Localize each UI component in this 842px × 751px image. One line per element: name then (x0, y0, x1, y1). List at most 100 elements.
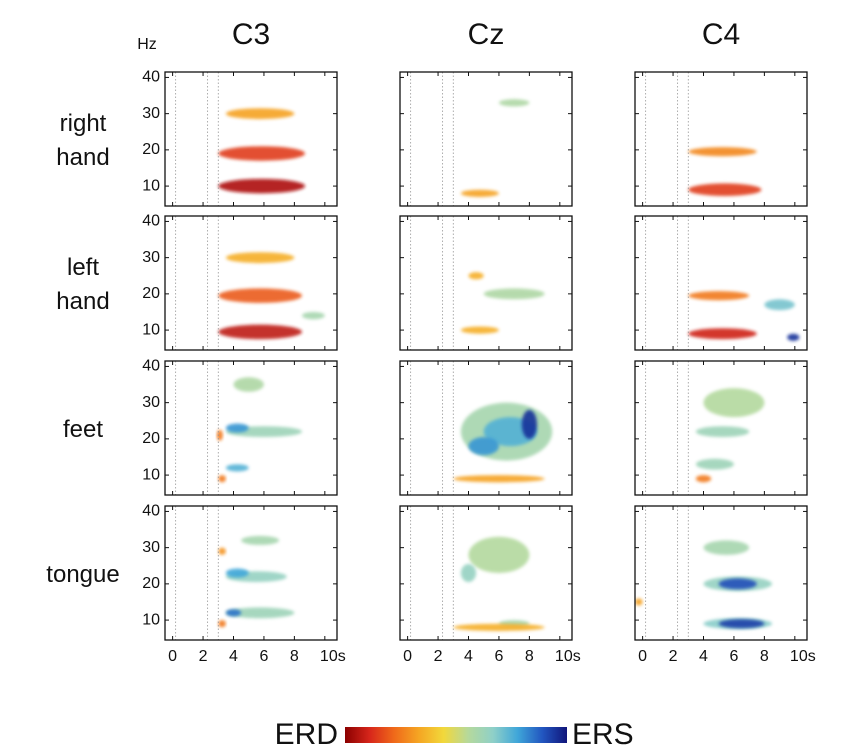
blob (764, 299, 795, 311)
panel (634, 71, 808, 207)
blob (703, 540, 750, 555)
panel: 10 20 30 40 (142, 358, 338, 496)
heatmap (460, 272, 545, 334)
blob (225, 423, 249, 433)
y-tick-label: 20 (142, 141, 160, 158)
x-tick-label: 8 (760, 648, 769, 665)
row-label: right hand (56, 110, 110, 171)
blob (695, 475, 712, 483)
blob (460, 189, 499, 197)
x-tick-label: 6 (494, 648, 503, 665)
blob (218, 288, 302, 303)
blob (468, 272, 484, 280)
y-tick-label: 10 (142, 177, 160, 194)
panel-frame (164, 71, 338, 207)
panel (399, 71, 573, 207)
blob (225, 108, 295, 120)
y-tick-label: 30 (142, 105, 160, 122)
y-tick-label: 10 (142, 466, 160, 483)
colorbar-label: ERS (572, 718, 634, 751)
y-tick-label: 30 (142, 539, 160, 556)
panel: 10 20 30 40 (142, 69, 338, 207)
column-title: C3 (232, 18, 270, 51)
panel-frame (634, 360, 808, 496)
row-label: tongue (46, 561, 120, 588)
blob (688, 147, 757, 157)
blob (218, 475, 226, 483)
blob (703, 388, 765, 418)
x-tick-label: 10s (320, 648, 346, 665)
heatmap (453, 402, 553, 483)
blob (218, 146, 306, 161)
blob (688, 183, 762, 197)
blob (460, 326, 499, 334)
column-title: C4 (702, 18, 740, 51)
blob (483, 288, 545, 300)
y-axis-label: Hz (137, 36, 157, 53)
column-title: Cz (468, 18, 505, 51)
row-label: left hand (56, 254, 110, 315)
colorbar (345, 727, 567, 743)
heatmap (460, 99, 530, 197)
y-tick-label: 40 (142, 358, 160, 375)
colorbar-label: ERD (275, 718, 338, 751)
heatmap (688, 147, 762, 197)
x-tick-label: 0 (168, 648, 177, 665)
blob (460, 563, 477, 583)
y-tick-label: 20 (142, 285, 160, 302)
y-tick-label: 20 (142, 430, 160, 447)
blob (301, 311, 325, 320)
heatmap (453, 536, 545, 631)
blob (498, 99, 530, 107)
x-tick-label: 6 (729, 648, 738, 665)
blob (225, 609, 242, 617)
blob (233, 377, 264, 392)
blob (688, 328, 757, 340)
blob (241, 535, 280, 545)
panel-frame (164, 215, 338, 351)
heatmap (218, 108, 306, 194)
panel (634, 215, 808, 351)
row-label: feet (62, 416, 104, 443)
blob (468, 437, 499, 456)
y-tick-label: 10 (142, 611, 160, 628)
panel-frame (164, 505, 338, 641)
x-tick-label: 4 (699, 648, 708, 665)
blob (718, 619, 765, 629)
y-tick-label: 20 (142, 575, 160, 592)
x-tick-label: 2 (434, 648, 443, 665)
x-tick-label: 0 (403, 648, 412, 665)
panel-frame (164, 360, 338, 496)
heatmap (218, 535, 295, 628)
x-tick-label: 2 (669, 648, 678, 665)
x-tick-label: 2 (199, 648, 208, 665)
blob (453, 475, 545, 483)
panel: 10 20 30 40 0 2 4 6 8 10s (142, 503, 346, 666)
panel: 0 2 4 6 8 10s (634, 505, 816, 665)
panel (399, 215, 573, 351)
blob (225, 607, 295, 619)
blob (225, 464, 249, 472)
x-tick-label: 0 (638, 648, 647, 665)
blob (695, 458, 734, 470)
panel-frame (399, 71, 573, 207)
y-tick-label: 30 (142, 249, 160, 266)
blob (635, 598, 643, 606)
heatmap (216, 377, 302, 483)
blob (718, 578, 757, 590)
y-tick-label: 10 (142, 321, 160, 338)
blob (468, 536, 530, 573)
blob (521, 409, 537, 439)
blob (218, 324, 302, 340)
panel-frame (399, 505, 573, 641)
panel: 0 2 4 6 8 10s (399, 505, 581, 665)
blob (218, 620, 226, 628)
y-tick-label: 40 (142, 213, 160, 230)
panel-frame (634, 505, 808, 641)
blob (688, 291, 750, 301)
heatmap (688, 291, 800, 341)
panel-frame (399, 360, 573, 496)
heatmap (218, 252, 325, 340)
